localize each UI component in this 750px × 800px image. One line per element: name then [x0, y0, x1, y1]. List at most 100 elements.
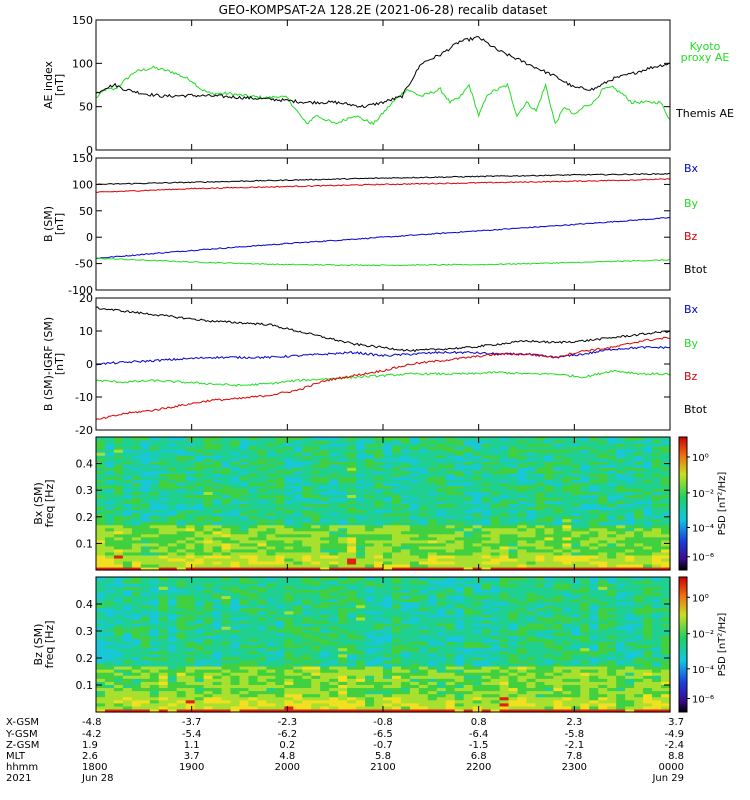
- spectrogram-cell: [176, 476, 187, 480]
- spectrogram-cell: [571, 557, 581, 562]
- spectrogram-cell: [212, 616, 223, 621]
- spectrogram-cell: [490, 675, 501, 679]
- spectrogram-cell: [544, 458, 555, 462]
- spectrogram-cell: [383, 560, 393, 565]
- spectrogram-cell: [239, 607, 250, 612]
- spectrogram-cell: [248, 592, 259, 597]
- spectrogram-cell: [311, 629, 321, 633]
- spectrogram-cell: [508, 512, 519, 517]
- spectrogram-cell: [275, 589, 285, 593]
- spectrogram-cell: [490, 536, 501, 541]
- spectrogram-cell: [176, 665, 187, 670]
- spectrogram-cell: [257, 632, 268, 636]
- spectrogram-cell: [248, 595, 259, 600]
- spectrogram-cell: [320, 467, 330, 471]
- spectrogram-cell: [113, 449, 124, 453]
- spectrogram-cell: [257, 515, 268, 520]
- spectrogram-cell: [562, 470, 572, 474]
- spectrogram-cell: [167, 662, 178, 667]
- spectrogram-cell: [508, 539, 519, 544]
- spectrogram-cell: [221, 641, 232, 646]
- spectrogram-cell: [338, 690, 348, 695]
- spectrogram-cell: [463, 536, 474, 541]
- spectrogram-cell: [158, 626, 169, 630]
- spectrogram-cell: [131, 644, 142, 649]
- spectrogram-cell: [562, 545, 572, 550]
- spectrogram-cell: [454, 702, 465, 707]
- spectrogram-cell: [400, 598, 411, 603]
- spectrogram-cell: [445, 604, 456, 609]
- spectrogram-cell: [427, 690, 438, 695]
- spectrogram-cell: [158, 461, 169, 465]
- spectrogram-cell: [400, 557, 411, 562]
- spectrogram-cell: [212, 551, 223, 556]
- spectrogram-cell: [284, 482, 294, 486]
- spectrogram-cell: [212, 482, 223, 486]
- spectrogram-cell: [490, 598, 501, 603]
- spectrogram-cell: [499, 515, 510, 520]
- spectrogram-cell: [374, 693, 384, 698]
- spectrogram-cell: [96, 619, 106, 624]
- spectrogram-cell: [167, 506, 178, 511]
- spectrogram-cell: [293, 580, 303, 584]
- spectrogram-cell: [391, 589, 402, 593]
- spectrogram-cell: [454, 440, 465, 444]
- spectrogram-cell: [212, 705, 223, 710]
- spectrogram-cell: [176, 656, 187, 661]
- spectrogram-cell: [311, 702, 321, 707]
- spectrogram-cell: [96, 577, 106, 581]
- spectrogram-cell: [185, 619, 196, 624]
- spectrogram-cell: [113, 491, 124, 496]
- spectrogram-cell: [149, 530, 160, 535]
- spectrogram-cell: [463, 548, 474, 553]
- spectrogram-cell: [158, 518, 169, 523]
- spectrogram-cell: [194, 455, 205, 459]
- spectrogram-cell: [383, 488, 393, 493]
- spectrogram-cell: [302, 699, 312, 704]
- spectrogram-cell: [248, 515, 259, 520]
- spectrogram-cell: [400, 452, 411, 456]
- spectrogram-cell: [158, 684, 169, 689]
- spectrogram-cell: [185, 656, 196, 661]
- spectrogram-cell: [634, 515, 644, 520]
- spectrogram-cell: [634, 509, 644, 514]
- spectrogram-cell: [391, 690, 402, 695]
- spectrogram-cell: [194, 644, 205, 649]
- spectrogram-cell: [239, 632, 250, 636]
- spectrogram-cell: [320, 563, 330, 568]
- spectrogram-cell: [589, 527, 599, 532]
- spectrogram-cell: [266, 604, 276, 609]
- spectrogram-cell: [140, 601, 151, 606]
- spectrogram-cell: [167, 635, 178, 639]
- spectrogram-cell: [203, 598, 214, 603]
- spectrogram-cell: [499, 659, 510, 664]
- spectrogram-cell: [634, 545, 644, 550]
- spectrogram-cell: [418, 554, 429, 559]
- spectrogram-cell: [275, 461, 285, 465]
- spectrogram-cell: [221, 545, 232, 550]
- spectrogram-cell: [490, 632, 501, 636]
- spectrogram-cell: [329, 533, 339, 538]
- spectrogram-cell: [140, 554, 151, 559]
- spectrogram-cell: [454, 662, 465, 667]
- spectrogram-cell: [391, 449, 402, 453]
- spectrogram-cell: [149, 524, 160, 529]
- y-tick-label: -10: [75, 391, 93, 404]
- spectrogram-cell: [257, 557, 268, 562]
- spectrogram-cell: [284, 629, 294, 633]
- y-axis-label-line: B (SM)-IGRF (SM): [42, 317, 55, 411]
- spectrogram-cell: [320, 684, 330, 689]
- spectrogram-cell: [391, 485, 402, 489]
- spectrogram-cell: [338, 557, 348, 562]
- spectrogram-cell: [266, 449, 276, 453]
- spectrogram-cell: [275, 662, 285, 667]
- spectrogram-cell: [580, 467, 590, 471]
- spectrogram-cell: [158, 494, 169, 499]
- spectrogram-cell: [167, 488, 178, 493]
- spectrogram-cell: [329, 470, 339, 474]
- spectrogram-cell: [490, 635, 501, 639]
- spectrogram-cell: [149, 560, 160, 565]
- spectrogram-cell: [445, 512, 456, 517]
- spectrogram-cell: [445, 589, 456, 593]
- spectrogram-cell: [517, 539, 528, 544]
